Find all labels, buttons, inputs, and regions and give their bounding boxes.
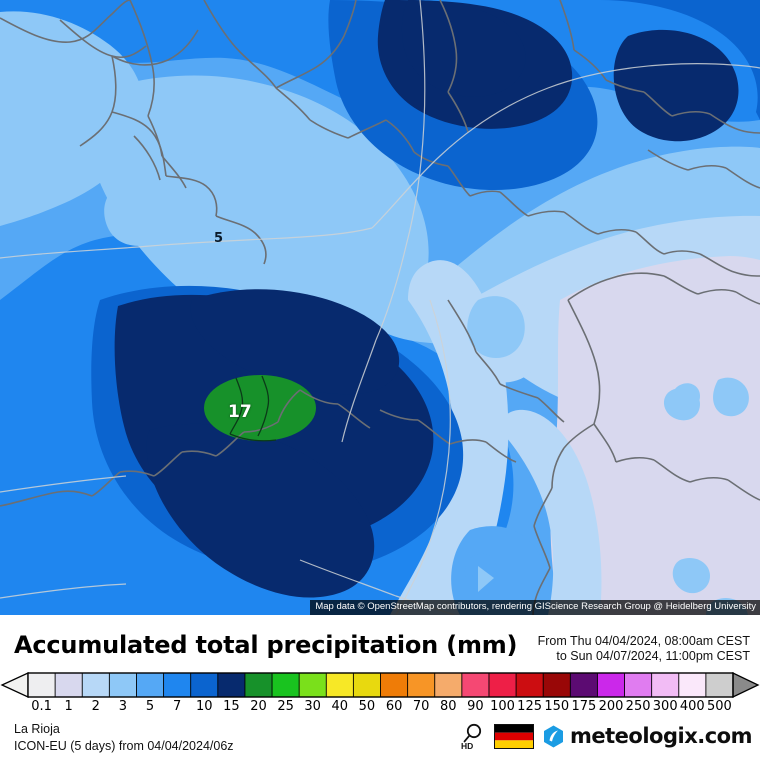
scale-swatch[interactable] — [407, 672, 436, 698]
scale-tick-label: 10 — [196, 699, 213, 714]
scale-left-cap — [0, 671, 29, 699]
scale-swatch[interactable] — [136, 672, 165, 698]
band-3-5-spot7 — [672, 383, 700, 411]
forecast-range-from: From Thu 04/04/2024, 08:00am CEST — [537, 634, 750, 648]
scale-tick-label: 30 — [304, 699, 321, 714]
map-attribution: Map data © OpenStreetMap contributors, r… — [310, 600, 760, 615]
region-borders-lower — [0, 272, 760, 615]
band-15-20-center-lobe — [146, 423, 375, 598]
scale-swatch[interactable] — [325, 672, 355, 698]
band-3-5-spot10 — [672, 557, 710, 594]
scale-swatch[interactable] — [271, 672, 301, 698]
scale-tick-label: 80 — [440, 699, 457, 714]
scale-tick-label: 125 — [517, 699, 543, 714]
scale-swatch[interactable] — [352, 672, 382, 698]
scale-swatch[interactable] — [434, 672, 463, 698]
scale-swatch[interactable] — [488, 672, 517, 698]
scale-tick-label: 50 — [358, 699, 376, 714]
scale-tick-label: 90 — [467, 699, 484, 714]
band-3-5-spot12 — [467, 296, 525, 358]
color-scale-ticks: 0.1 1 2 3 5 7 10 15 20 25 30 40 50 60 70 80 90 100 125 150 1… — [0, 699, 760, 719]
footer-left: La Rioja ICON-EU (5 days) from 04/04/202… — [14, 721, 234, 755]
scale-tick-label: 25 — [277, 699, 294, 714]
band-5-7-spot1 — [451, 526, 545, 615]
scale-swatch[interactable] — [596, 672, 626, 698]
band-1-2-a — [550, 256, 760, 615]
german-flag-icon — [494, 723, 535, 749]
scale-swatch[interactable] — [217, 672, 246, 698]
scale-tick-label: 400 — [679, 699, 705, 714]
scale-swatch[interactable] — [190, 672, 219, 698]
scale-tick-label: 0.1 — [31, 699, 52, 714]
band-3-5-g — [500, 409, 602, 615]
scale-tick-label: 7 — [172, 699, 182, 714]
country-borders — [0, 0, 760, 277]
meteologix-logo[interactable]: meteologix.com — [541, 724, 752, 749]
legend-panel: Accumulated total precipitation (mm) Fro… — [0, 615, 760, 760]
scale-tick-label: 15 — [223, 699, 240, 714]
search-hd-icon[interactable]: HD — [461, 721, 487, 751]
scale-tick-label: 5 — [145, 699, 155, 714]
scale-tick-label: 175 — [571, 699, 597, 714]
scale-tick-label: 3 — [118, 699, 128, 714]
scale-tick-label: 70 — [412, 699, 430, 714]
meteologix-mark-icon — [544, 725, 564, 747]
brand-wordmark: meteologix.com — [570, 724, 752, 748]
band-10-15-topright — [600, 0, 760, 120]
forecast-range-to: to Sun 04/07/2024, 11:00pm CEST — [556, 649, 750, 663]
contour-lines — [0, 0, 760, 615]
scale-swatch[interactable] — [244, 672, 273, 698]
scale-frame — [27, 672, 734, 698]
scale-swatch[interactable] — [54, 672, 84, 698]
color-scale-svg — [0, 671, 760, 699]
scale-tick-label: 200 — [598, 699, 624, 714]
scale-tick-label: 250 — [625, 699, 651, 714]
scale-swatch[interactable] — [163, 672, 192, 698]
model-run: ICON-EU (5 days) from 04/04/2024/06z — [14, 739, 234, 753]
scale-tick-label: 500 — [706, 699, 732, 714]
location-name: La Rioja — [14, 722, 60, 736]
scale-swatch[interactable] — [569, 672, 599, 698]
scale-tick-label: 150 — [544, 699, 570, 714]
scale-tick-label: 300 — [652, 699, 678, 714]
band-15-20-top2 — [401, 0, 526, 97]
scale-swatch[interactable] — [651, 672, 680, 698]
legend-title: Accumulated total precipitation (mm) — [14, 631, 518, 659]
branding: HD meteologix.com — [461, 719, 752, 753]
scale-tick-label: 60 — [385, 699, 403, 714]
scale-swatch[interactable] — [705, 672, 734, 698]
band-3-5-d — [104, 179, 174, 246]
map-canvas — [0, 0, 760, 615]
scale-tick-label: 2 — [91, 699, 100, 714]
forecast-range: From Thu 04/04/2024, 08:00am CEST to Sun… — [538, 634, 750, 664]
scale-swatch[interactable] — [27, 672, 56, 698]
scale-tick-label: 1 — [64, 699, 73, 714]
scale-swatch[interactable] — [624, 672, 653, 698]
band-3-5-spot8 — [713, 377, 749, 417]
precipitation-map[interactable]: 5 17 Map data © OpenStreetMap contributo… — [0, 0, 760, 615]
scale-tick-label: 40 — [331, 699, 349, 714]
magnifier-glyph — [463, 723, 482, 743]
band-15-20-center-upper — [190, 289, 400, 395]
scale-swatch[interactable] — [515, 672, 545, 698]
scale-swatch[interactable] — [542, 672, 572, 698]
band-20-25-core — [204, 375, 316, 441]
scale-swatch[interactable] — [298, 672, 328, 698]
hd-label: HD — [461, 741, 474, 751]
scale-swatch[interactable] — [108, 672, 138, 698]
scale-swatch[interactable] — [678, 672, 707, 698]
scale-right-cap — [732, 671, 760, 699]
province-borders — [229, 375, 277, 442]
scale-swatch[interactable] — [81, 672, 111, 698]
scale-swatch[interactable] — [380, 672, 409, 698]
scale-tick-label: 100 — [490, 699, 515, 714]
band-3-5-spot9 — [478, 566, 494, 592]
color-scale-bar[interactable] — [0, 670, 760, 700]
band-3-5-c — [173, 145, 400, 327]
scale-swatch[interactable] — [461, 672, 490, 698]
scale-tick-label: 20 — [250, 699, 267, 714]
